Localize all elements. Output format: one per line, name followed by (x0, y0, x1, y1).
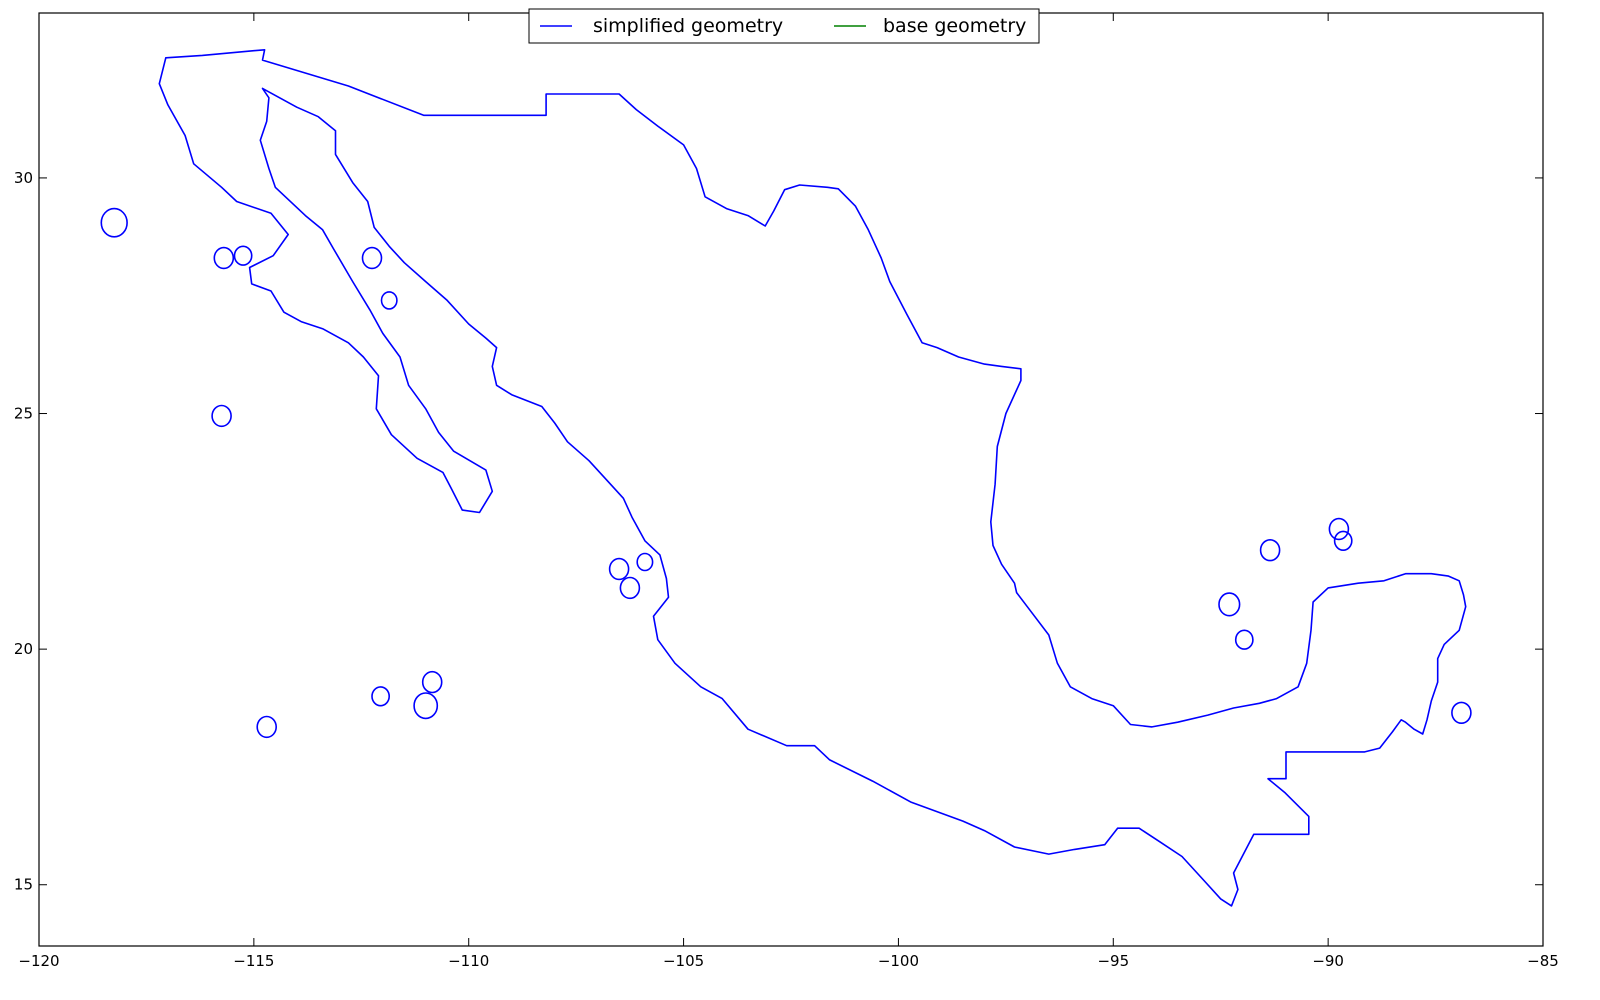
x-tick-label: −90 (1312, 952, 1344, 970)
y-tick-label: 20 (14, 640, 33, 658)
x-tick-label: −110 (448, 952, 489, 970)
island-outline-10 (413, 692, 439, 720)
series-layer (100, 49, 1472, 907)
y-tick-label: 25 (14, 405, 33, 423)
legend: simplified geometry base geometry (528, 8, 1040, 44)
island-outline-15 (1234, 629, 1254, 650)
x-tick-label: −120 (18, 952, 59, 970)
island-outline-14 (1218, 592, 1241, 617)
island-outline-3 (233, 245, 253, 266)
x-tick-label: −85 (1527, 952, 1559, 970)
x-tick-label: −100 (878, 952, 919, 970)
island-outline-19 (1451, 701, 1472, 724)
legend-label-base-geometry: base geometry (883, 15, 1026, 37)
island-outline-17 (1328, 517, 1350, 541)
island-outline-7 (256, 715, 278, 739)
legend-box (528, 8, 1040, 44)
island-outline-4 (361, 246, 383, 270)
island-outline-13 (636, 552, 654, 572)
island-outline-16 (1259, 538, 1281, 562)
island-outline-18 (1333, 530, 1353, 551)
x-axis: −120 −115 −110 −105 −100 −95 −90 −85 (18, 13, 1559, 970)
y-axis: 15 20 25 30 (14, 169, 1543, 894)
island-outline-1 (100, 207, 128, 238)
island-outline-2 (213, 246, 235, 270)
x-tick-label: −95 (1097, 952, 1129, 970)
island-outline-5 (380, 291, 398, 310)
x-tick-label: −105 (663, 952, 704, 970)
island-outline-6 (211, 404, 232, 428)
island-outline-12 (619, 576, 641, 600)
island-outline-11 (608, 557, 630, 581)
plot-area (39, 13, 1543, 946)
legend-label-simplified-geometry: simplified geometry (593, 15, 783, 37)
island-outline-8 (371, 686, 391, 707)
y-tick-label: 30 (14, 169, 33, 187)
y-tick-label: 15 (14, 876, 33, 894)
island-outline-9 (421, 670, 443, 694)
x-tick-label: −115 (233, 952, 274, 970)
outline-mainland (158, 49, 1467, 907)
